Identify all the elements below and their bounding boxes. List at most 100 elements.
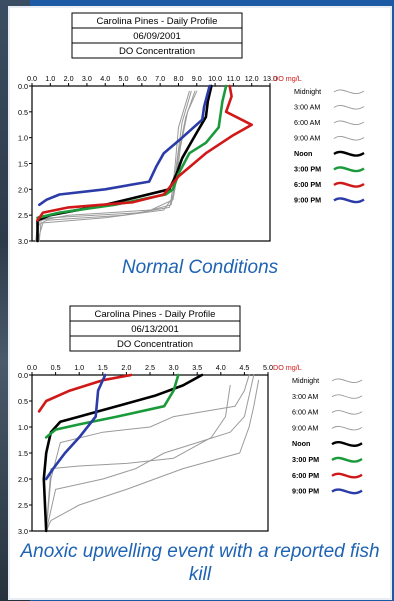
profile-panel: Carolina Pines - Daily Profile 06/09/2001…	[8, 6, 392, 600]
series-line-noon	[42, 373, 204, 533]
legend-swatch	[333, 120, 365, 125]
y-tick-label: 1.0	[18, 134, 28, 143]
x-tick-label: 2.0	[64, 74, 74, 83]
x-tick-label: 0.0	[27, 363, 37, 372]
legend-swatch	[333, 105, 365, 110]
legend-label: 3:00 AM	[292, 392, 318, 401]
legend-swatch	[331, 456, 363, 463]
chart-subtitle: 06/09/2001	[133, 31, 181, 42]
series-line-9-00-am	[38, 90, 198, 242]
y-tick-label: 0.0	[18, 82, 28, 91]
legend-label: 9:00 AM	[292, 423, 318, 432]
legend-label: Noon	[294, 149, 312, 158]
y-tick-label: 2.0	[18, 185, 28, 194]
legend-label: 6:00 AM	[294, 118, 320, 127]
series-line-6-00-am	[37, 90, 190, 242]
y-tick-label: 1.5	[18, 449, 28, 458]
x-tick-label: 5.0	[119, 74, 129, 83]
chart-header-label: DO Concentration	[119, 46, 195, 57]
legend-swatch	[333, 166, 365, 173]
x-tick-label: 5.0	[263, 363, 273, 372]
x-tick-label: 4.0	[216, 363, 226, 372]
x-tick-label: 8.0	[173, 74, 183, 83]
legend-label: 9:00 AM	[294, 134, 320, 143]
y-tick-label: 0.5	[18, 397, 28, 406]
x-tick-label: 7.0	[155, 74, 165, 83]
x-tick-label: 6.0	[137, 74, 147, 83]
series-line-6-00-pm	[37, 373, 133, 413]
legend-label: Noon	[292, 439, 310, 448]
x-tick-label: 4.5	[239, 363, 249, 372]
x-unit-label: DO mg/L	[273, 363, 302, 372]
x-tick-label: 11.0	[227, 74, 240, 83]
x-tick-label: 2.5	[145, 363, 155, 372]
y-tick-label: 0.0	[18, 371, 28, 380]
x-tick-label: 1.0	[45, 74, 55, 83]
x-tick-label: 4.0	[100, 74, 110, 83]
chart-title: Carolina Pines - Daily Profile	[97, 16, 218, 27]
legend-swatch	[331, 425, 363, 431]
x-tick-label: 12.0	[245, 74, 259, 83]
legend-swatch	[333, 150, 365, 157]
series-line-6-00-pm	[36, 84, 253, 222]
legend-label: 3:00 PM	[292, 455, 319, 464]
x-tick-label: 2.0	[121, 363, 131, 372]
do-profile-chart-normal: Carolina Pines - Daily Profile 06/09/2001…	[18, 12, 365, 246]
caption-anoxic: Anoxic upwelling event with a reported f…	[20, 541, 380, 585]
y-tick-label: 1.5	[18, 160, 28, 169]
x-unit-label: DO mg/L	[273, 74, 302, 83]
legend-swatch	[331, 378, 363, 383]
x-tick-label: 0.0	[27, 74, 37, 83]
chart-title: Carolina Pines - Daily Profile	[95, 309, 216, 320]
series-line-3-00-pm	[36, 84, 228, 220]
legend-label: 3:00 AM	[294, 103, 320, 112]
y-tick-label: 3.0	[18, 527, 28, 536]
legend-swatch	[331, 410, 363, 415]
chart-header-box-header-label	[71, 42, 243, 59]
x-tick-label: 0.5	[51, 363, 61, 372]
legend-swatch	[333, 89, 365, 94]
x-tick-label: 10.0	[208, 74, 222, 83]
legend-swatch	[333, 136, 365, 141]
legend-swatch	[333, 197, 365, 204]
legend-label: 9:00 PM	[292, 487, 319, 496]
y-tick-label: 2.5	[18, 211, 28, 220]
series-line-6-00-am	[45, 379, 260, 532]
legend-label: Midnight	[292, 376, 319, 385]
legend-label: Midnight	[294, 87, 321, 96]
plot-area	[31, 85, 271, 242]
legend-label: 3:00 PM	[294, 165, 321, 174]
y-tick-label: 1.0	[18, 423, 28, 432]
x-tick-label: 3.5	[192, 363, 202, 372]
y-tick-label: 2.5	[18, 501, 28, 510]
x-tick-label: 1.0	[74, 363, 84, 372]
series-line-3-00-am	[45, 374, 255, 532]
series-line-9-00-pm	[37, 84, 211, 207]
legend-swatch	[331, 441, 363, 447]
x-tick-label: 3.0	[82, 74, 92, 83]
chart-subtitle: 06/13/2001	[131, 324, 179, 335]
y-tick-label: 0.5	[18, 108, 28, 117]
legend-label: 6:00 PM	[294, 180, 321, 189]
y-tick-label: 3.0	[18, 237, 28, 246]
legend-label: 9:00 PM	[294, 196, 321, 205]
chart-header-box-header-label	[69, 335, 241, 352]
series-line-9-00-am	[45, 384, 231, 532]
legend-swatch	[331, 472, 363, 479]
caption-normal: Normal Conditions	[121, 257, 279, 278]
y-tick-label: 2.0	[18, 475, 28, 484]
x-tick-label: 1.5	[98, 363, 108, 372]
x-tick-label: 13.0	[263, 74, 277, 83]
plot-area	[31, 374, 269, 532]
legend-swatch	[331, 394, 363, 399]
do-profile-chart-anoxic: Carolina Pines - Daily Profile 06/13/2001…	[18, 305, 363, 536]
legend-label: 6:00 PM	[292, 471, 319, 480]
legend-swatch	[333, 181, 365, 188]
legend-swatch	[331, 488, 363, 495]
x-tick-label: 3.0	[169, 363, 179, 372]
series-line-9-00-pm	[44, 373, 107, 481]
x-tick-label: 9.0	[192, 74, 202, 83]
chart-header-label: DO Concentration	[117, 339, 193, 350]
series-line-3-00-pm	[44, 373, 180, 439]
legend-label: 6:00 AM	[292, 408, 318, 417]
